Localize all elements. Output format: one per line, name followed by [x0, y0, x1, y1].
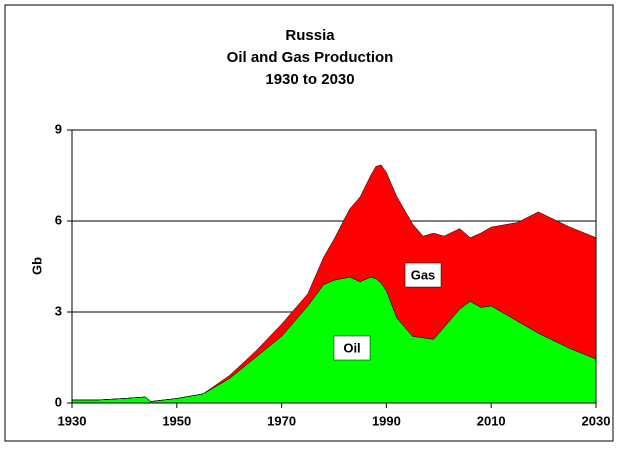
chart-title: Oil and Gas Production	[227, 49, 394, 66]
x-tick-label: 2030	[582, 413, 611, 428]
series-label: Oil	[343, 340, 360, 355]
plot-frame	[71, 129, 597, 404]
y-tick-label: 0	[55, 394, 62, 409]
series-label-box	[333, 335, 371, 361]
y-tick-label: 3	[55, 303, 62, 318]
x-tick-label: 1930	[58, 413, 87, 428]
series-label: Gas	[411, 267, 436, 282]
x-tick-label: 2010	[477, 413, 506, 428]
y-axis-label: Gb	[29, 257, 44, 275]
chart-title: 1930 to 2030	[265, 71, 354, 88]
x-tick-label: 1970	[267, 413, 296, 428]
chart-title: Russia	[285, 27, 335, 44]
series-label-box	[404, 262, 442, 288]
x-tick-label: 1950	[162, 413, 191, 428]
x-tick-label: 1990	[372, 413, 401, 428]
y-tick-label: 6	[55, 212, 62, 227]
y-tick-label: 9	[55, 121, 62, 136]
